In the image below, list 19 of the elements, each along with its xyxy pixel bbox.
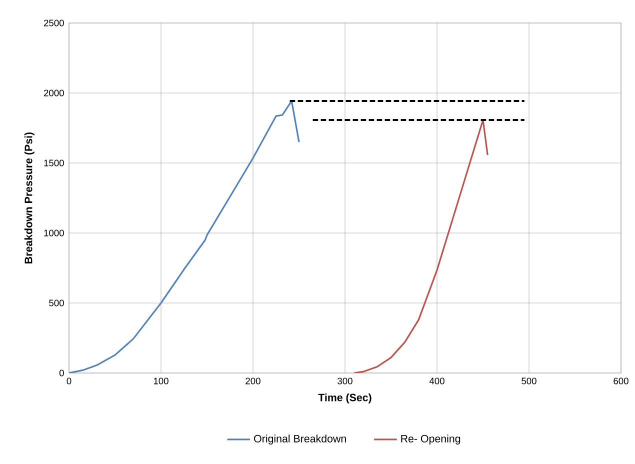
- y-tick-label: 2500: [44, 20, 64, 26]
- y-tick-label: 500: [49, 300, 64, 306]
- y-axis-title: Breakdown Pressure (Psi): [24, 132, 34, 264]
- y-tick-label: 2000: [44, 90, 64, 96]
- legend-label: Original Breakdown: [254, 434, 346, 445]
- x-tick-label: 0: [66, 378, 72, 384]
- line-series: [353, 119, 488, 373]
- x-tick-label: 500: [522, 378, 536, 384]
- x-tick-label: 400: [429, 378, 444, 384]
- x-tick-label: 100: [154, 378, 168, 384]
- y-tick-label: 1500: [44, 160, 64, 166]
- line-series: [69, 100, 300, 373]
- legend-label: Re- Opening: [401, 434, 460, 445]
- x-tick-label: 200: [246, 378, 260, 384]
- x-axis-title: Time (Sec): [318, 393, 372, 404]
- y-tick-label: 1000: [44, 230, 64, 236]
- y-tick-label: 0: [59, 370, 64, 376]
- x-tick-label: 600: [614, 378, 628, 384]
- x-tick-label: 300: [338, 378, 352, 384]
